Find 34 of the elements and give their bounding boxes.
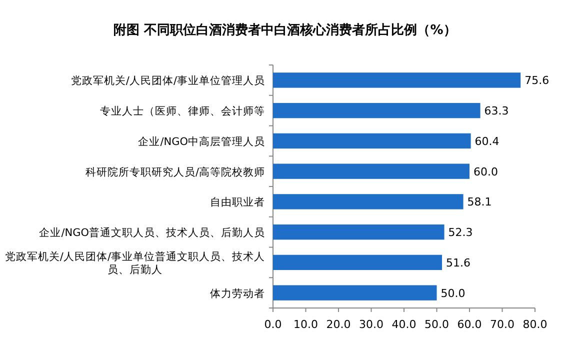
y-tick-label: 党政军机关/人民团体/事业单位管理人员: [70, 74, 265, 88]
y-tick-label: 党政军机关/人民团体/事业单位普通文职人员、技术人员、后勤人: [4, 250, 265, 276]
y-tick-label: 自由职业者: [210, 196, 265, 209]
y-tick-label: 企业/NGO中高层管理人员: [138, 134, 265, 148]
x-tick-label: 10.0: [294, 318, 318, 331]
bar: [273, 72, 521, 88]
x-tick-label: 70.0: [490, 318, 514, 331]
x-tick-label: 80.0: [522, 318, 548, 331]
y-tick-label: 专业人士（医师、律师、会计师等: [100, 104, 265, 118]
data-label: 60.0: [474, 165, 498, 178]
y-tick-label: 企业/NGO普通文职人员、技术人员、后勤人员: [39, 226, 265, 240]
y-tick-label: 科研院所专职研究人员/高等院校教师: [85, 165, 265, 178]
x-tick-label: 40.0: [392, 318, 416, 331]
data-label: 63.3: [484, 104, 509, 118]
data-label: 60.4: [474, 134, 500, 148]
x-tick-label: 0.0: [264, 318, 282, 331]
bar: [273, 133, 471, 149]
data-label: 51.6: [446, 256, 470, 270]
x-tick-label: 60.0: [457, 318, 482, 331]
bar: [273, 224, 444, 240]
x-tick-label: 30.0: [359, 318, 384, 331]
data-label: 50.0: [440, 286, 466, 300]
chart-title: 附图 不同职位白酒消费者中白酒核心消费者所占比例（%）: [114, 22, 456, 38]
data-label: 75.6: [524, 74, 550, 88]
bar: [273, 254, 442, 270]
bar: [273, 285, 437, 300]
data-label: 58.1: [467, 196, 492, 209]
y-tick-label: 体力劳动者: [210, 286, 265, 300]
x-tick-label: 20.0: [326, 318, 351, 331]
bar: [273, 102, 480, 118]
bar: [273, 164, 470, 179]
bar: [273, 194, 464, 210]
x-tick-label: 50.0: [424, 318, 449, 331]
data-label: 52.3: [448, 226, 473, 240]
